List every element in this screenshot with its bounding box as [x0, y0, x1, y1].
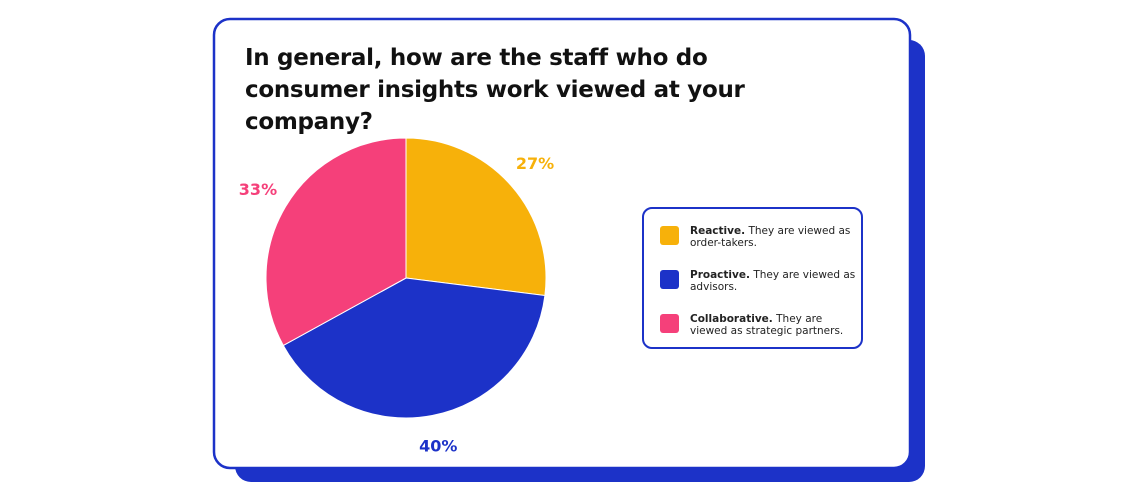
chart-title: In general, how are the staff who do con…: [245, 45, 745, 135]
value-label: 33%: [239, 180, 277, 199]
legend-label: Collaborative.: [690, 313, 773, 325]
pie-slice: [405, 137, 547, 297]
value-label: 27%: [516, 154, 554, 173]
legend-swatch: [660, 314, 679, 333]
legend-swatch: [660, 226, 679, 245]
legend-text: Reactive. They are viewed as order-taker…: [690, 225, 858, 249]
legend: Reactive. They are viewed as order-taker…: [642, 207, 863, 349]
legend-label: Proactive.: [690, 269, 750, 281]
legend-label: Reactive.: [690, 225, 746, 237]
legend-text: Collaborative. They are viewed as strate…: [690, 313, 858, 337]
legend-description: They are viewed as order-takers.: [690, 225, 851, 249]
legend-swatch: [660, 270, 679, 289]
legend-text: Proactive. They are viewed as advisors.: [690, 269, 858, 293]
legend-description: They are viewed as strategic partners.: [690, 313, 844, 337]
legend-description: They are viewed as advisors.: [690, 269, 856, 293]
pie: 27% 40% 33%: [239, 137, 554, 455]
pie-slice: [265, 137, 407, 347]
pie-slice: [282, 277, 546, 419]
value-label: 40%: [419, 436, 457, 455]
